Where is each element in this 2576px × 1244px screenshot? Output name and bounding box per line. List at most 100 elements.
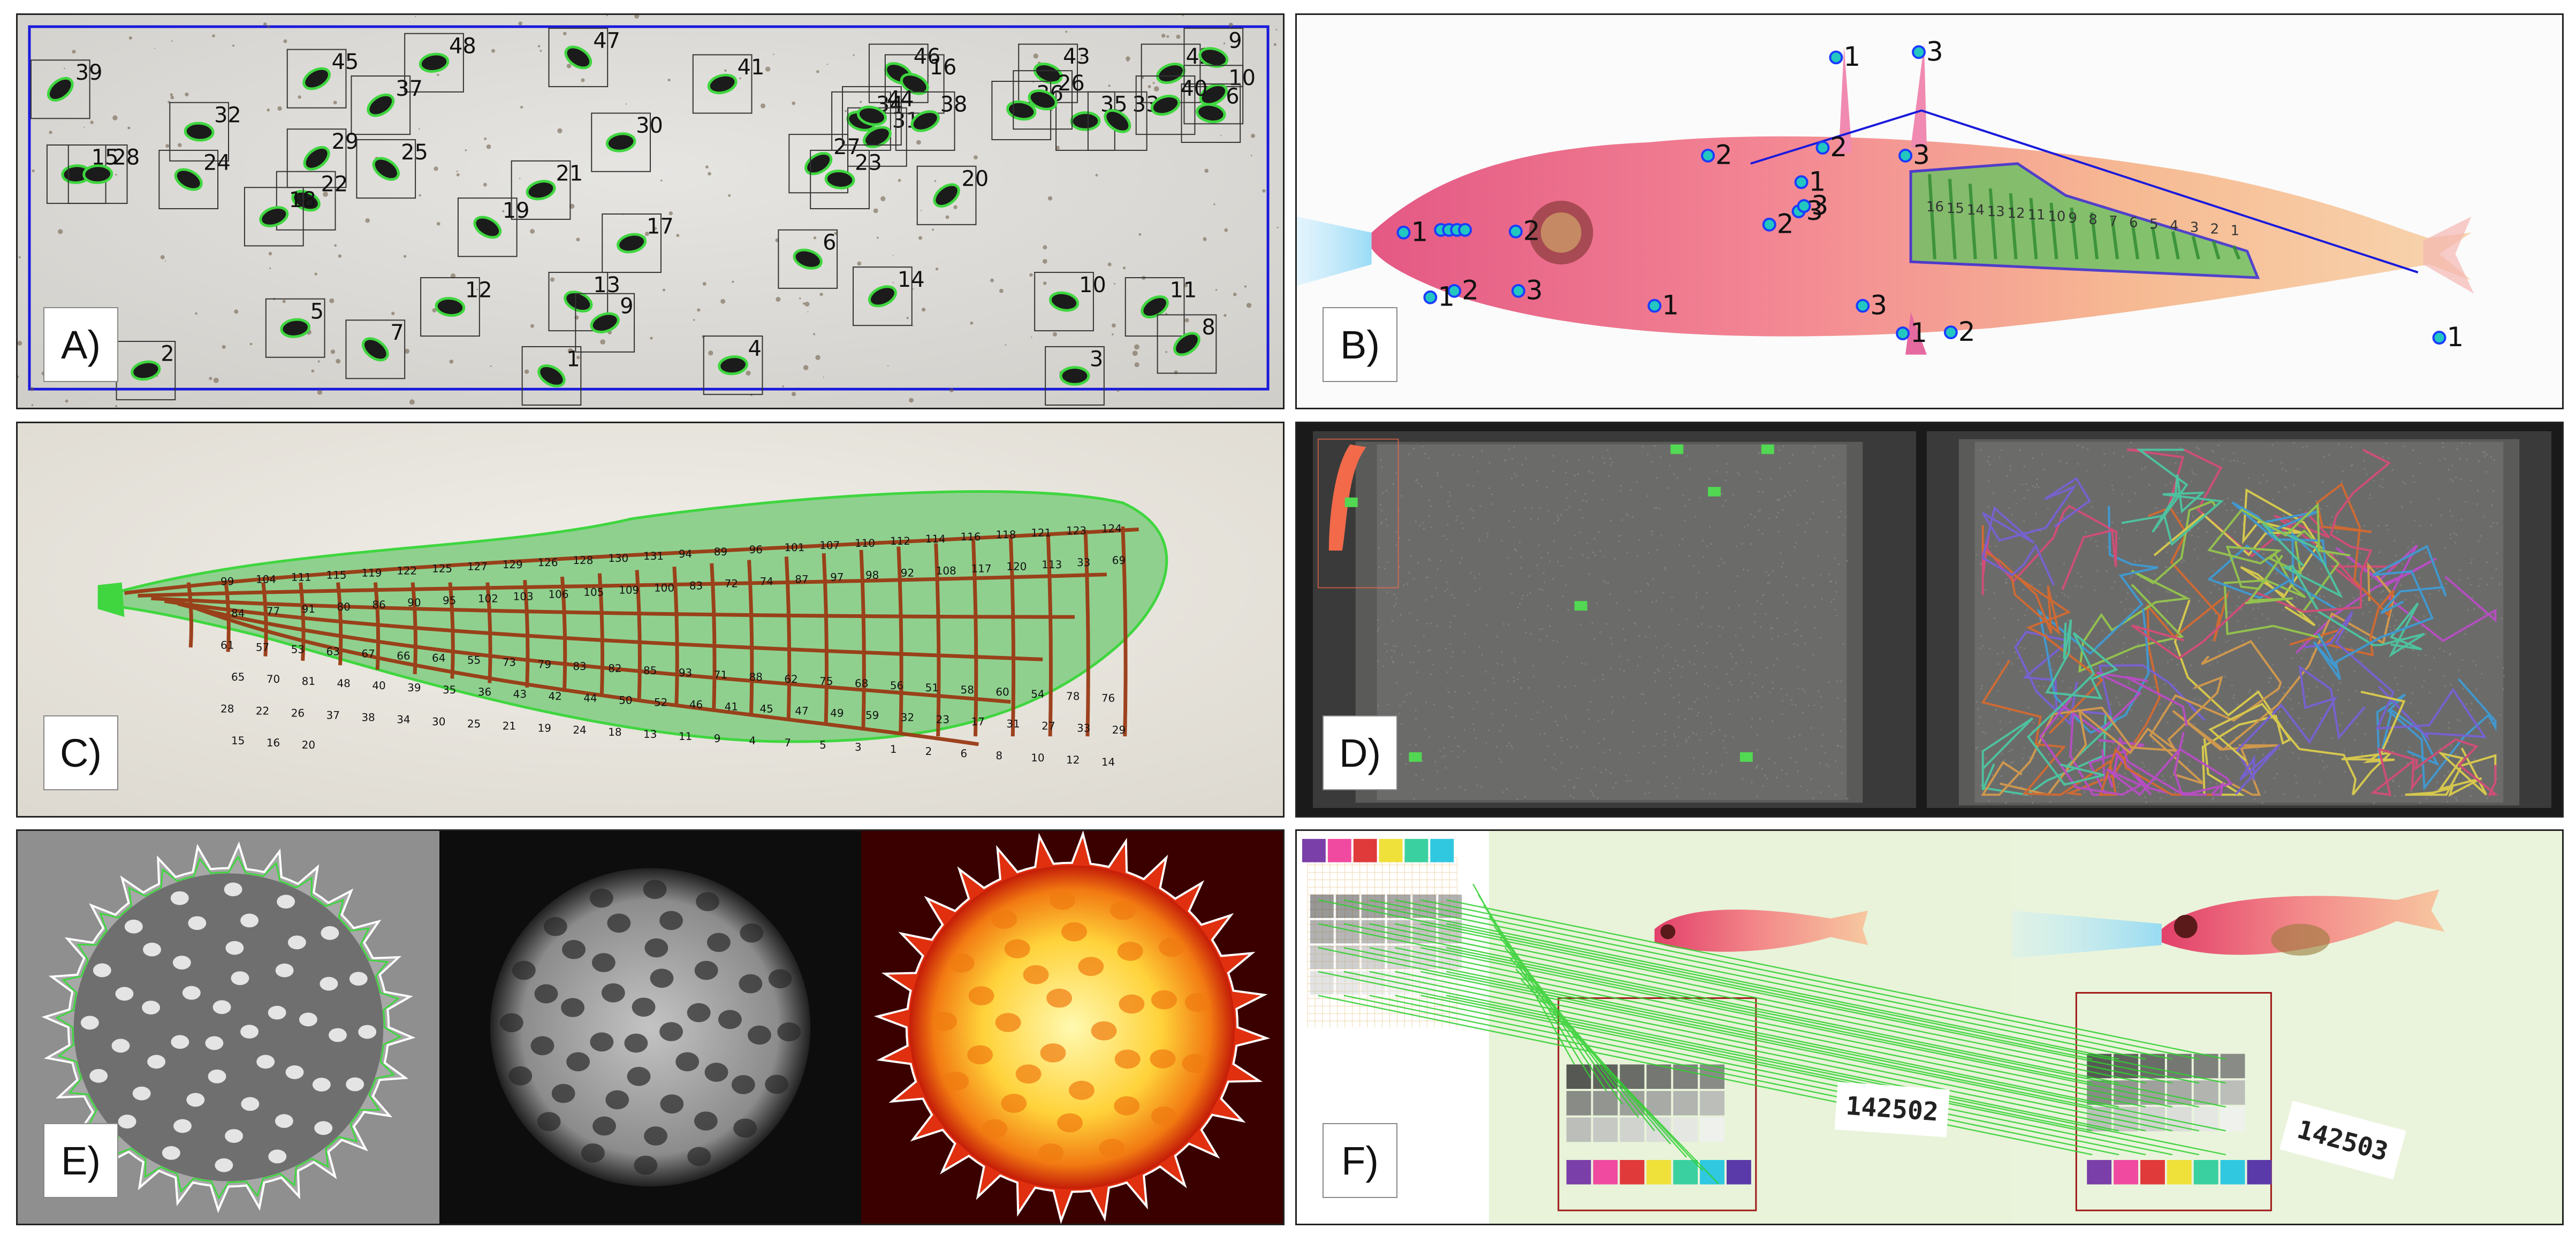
feature-match-line xyxy=(1420,923,2199,1084)
cell-number: 40 xyxy=(372,680,385,692)
landmark-point: 1 xyxy=(1794,166,1826,197)
specimen-id: 4 xyxy=(748,337,762,361)
landmark-label: 1 xyxy=(1411,217,1428,248)
cell-number: 70 xyxy=(267,673,280,685)
cell-number: 24 xyxy=(573,724,586,736)
landmark-point: 1 xyxy=(1647,290,1679,320)
movement-track xyxy=(1981,505,2118,596)
landmark-label: 1 xyxy=(1809,166,1826,197)
cell-number: 125 xyxy=(432,563,452,575)
panel-e-image xyxy=(18,831,1283,1224)
cell-number: 87 xyxy=(795,574,808,586)
panel-label-c: C) xyxy=(43,715,118,790)
specimen-detection: 31 xyxy=(847,107,920,167)
cell-number: 116 xyxy=(961,531,981,543)
feature-match-line xyxy=(1395,923,2173,1084)
specimen-detection: 7 xyxy=(345,319,406,379)
panel-label-a: A) xyxy=(43,307,118,382)
feature-match-line xyxy=(1446,947,2226,1108)
cell-number: 26 xyxy=(291,707,305,720)
specimen-detection: 11 xyxy=(1124,277,1197,337)
cell-number: 82 xyxy=(608,662,621,675)
cell-number: 100 xyxy=(654,582,674,594)
feature-match-line xyxy=(1343,971,2119,1132)
panel-c-image: 99 104 111 115 119 122 125 127 129 126 128 130 131 94… xyxy=(18,423,1283,816)
cell-number: 111 xyxy=(291,571,311,584)
feature-match-line xyxy=(1318,995,2093,1156)
cell-number: 83 xyxy=(573,660,586,673)
panel-a-image: 3915474846414342910637322928253024212218… xyxy=(18,15,1283,408)
specimen-detection: 2 xyxy=(116,341,176,401)
specimen-id: 38 xyxy=(940,93,968,117)
detection-mark xyxy=(1761,444,1774,454)
landmark-label: 3 xyxy=(1526,275,1543,306)
specimen-id: 45 xyxy=(332,50,359,74)
cell-number: 104 xyxy=(256,574,276,586)
specimen-detection: 3 xyxy=(1045,346,1105,406)
cell-number: 5 xyxy=(819,739,826,751)
cell-number: 58 xyxy=(961,684,974,696)
specimen-detection: 27 xyxy=(788,134,861,194)
cell-number: 22 xyxy=(256,705,269,718)
cell-number: 75 xyxy=(819,675,833,688)
feature-match-line xyxy=(1343,995,2119,1156)
specimen-id: 10 xyxy=(1079,273,1106,297)
cell-number: 31 xyxy=(1006,718,1020,730)
cell-number: 52 xyxy=(654,697,667,709)
cell-number: 101 xyxy=(784,541,804,554)
grain-outline-heat xyxy=(873,831,1271,1224)
cell-number: 85 xyxy=(643,665,657,677)
specimen-id: 37 xyxy=(396,77,423,101)
movement-track xyxy=(2121,448,2224,546)
cell-number: 42 xyxy=(548,690,561,703)
cell-number: 115 xyxy=(326,569,347,582)
specimen-id: 21 xyxy=(556,162,583,186)
panel-a: 3915474846414342910637322928253024212218… xyxy=(16,13,1285,409)
cell-number: 117 xyxy=(971,563,991,575)
feature-match-line xyxy=(1446,995,2226,1156)
specimen-id: 22 xyxy=(321,172,348,196)
specimen-id: 29 xyxy=(332,129,359,154)
feature-match-line xyxy=(1395,971,2173,1132)
landmark-label: 3 xyxy=(1870,290,1887,321)
fin-ray-number: 14 xyxy=(1967,202,1985,218)
cell-number: 38 xyxy=(361,712,375,724)
feature-match-line xyxy=(1395,899,2173,1060)
specimen-id: 12 xyxy=(465,278,492,303)
cell-number: 50 xyxy=(619,694,632,707)
feature-match-line xyxy=(1318,971,2093,1132)
cell-number: 33 xyxy=(1077,722,1090,734)
cell-number: 76 xyxy=(1101,692,1115,705)
cell-number: 59 xyxy=(865,709,879,722)
cell-number: 14 xyxy=(1101,756,1115,768)
detection-mark xyxy=(1574,601,1587,611)
feature-match-line xyxy=(1446,899,2226,1060)
landmark-point: 2 xyxy=(1762,209,1794,240)
specimen-detection: 45 xyxy=(286,49,359,109)
cell-number: 62 xyxy=(784,673,797,685)
cell-number: 48 xyxy=(337,677,350,690)
fin-ray-number: 13 xyxy=(1987,204,2005,220)
cell-number: 120 xyxy=(1006,561,1027,573)
specimen-detection: 32 xyxy=(169,102,241,162)
specimen-detection: 20 xyxy=(916,165,989,225)
cell-number: 49 xyxy=(830,707,844,720)
cell-number: 4 xyxy=(749,735,756,747)
detection-mark xyxy=(1344,497,1358,507)
landmark-label: 1 xyxy=(2447,322,2464,353)
specimen-id: 6 xyxy=(823,231,836,255)
cell-number: 36 xyxy=(478,686,491,698)
specimen-id: 24 xyxy=(203,151,231,175)
dorsal-fin-outline xyxy=(1909,162,2260,279)
feature-match-line xyxy=(1369,923,2146,1084)
landmark-point: 3 xyxy=(1898,140,1930,171)
color-checker xyxy=(2087,1054,2272,1185)
cell-number: 28 xyxy=(221,703,234,715)
cell-number: 89 xyxy=(714,546,727,558)
specimen-id: 46 xyxy=(914,44,941,69)
cell-number: 39 xyxy=(407,682,421,694)
specimen-id: 39 xyxy=(75,60,103,85)
landmark-point: 3 xyxy=(1511,275,1543,306)
cell-number: 67 xyxy=(361,647,375,660)
